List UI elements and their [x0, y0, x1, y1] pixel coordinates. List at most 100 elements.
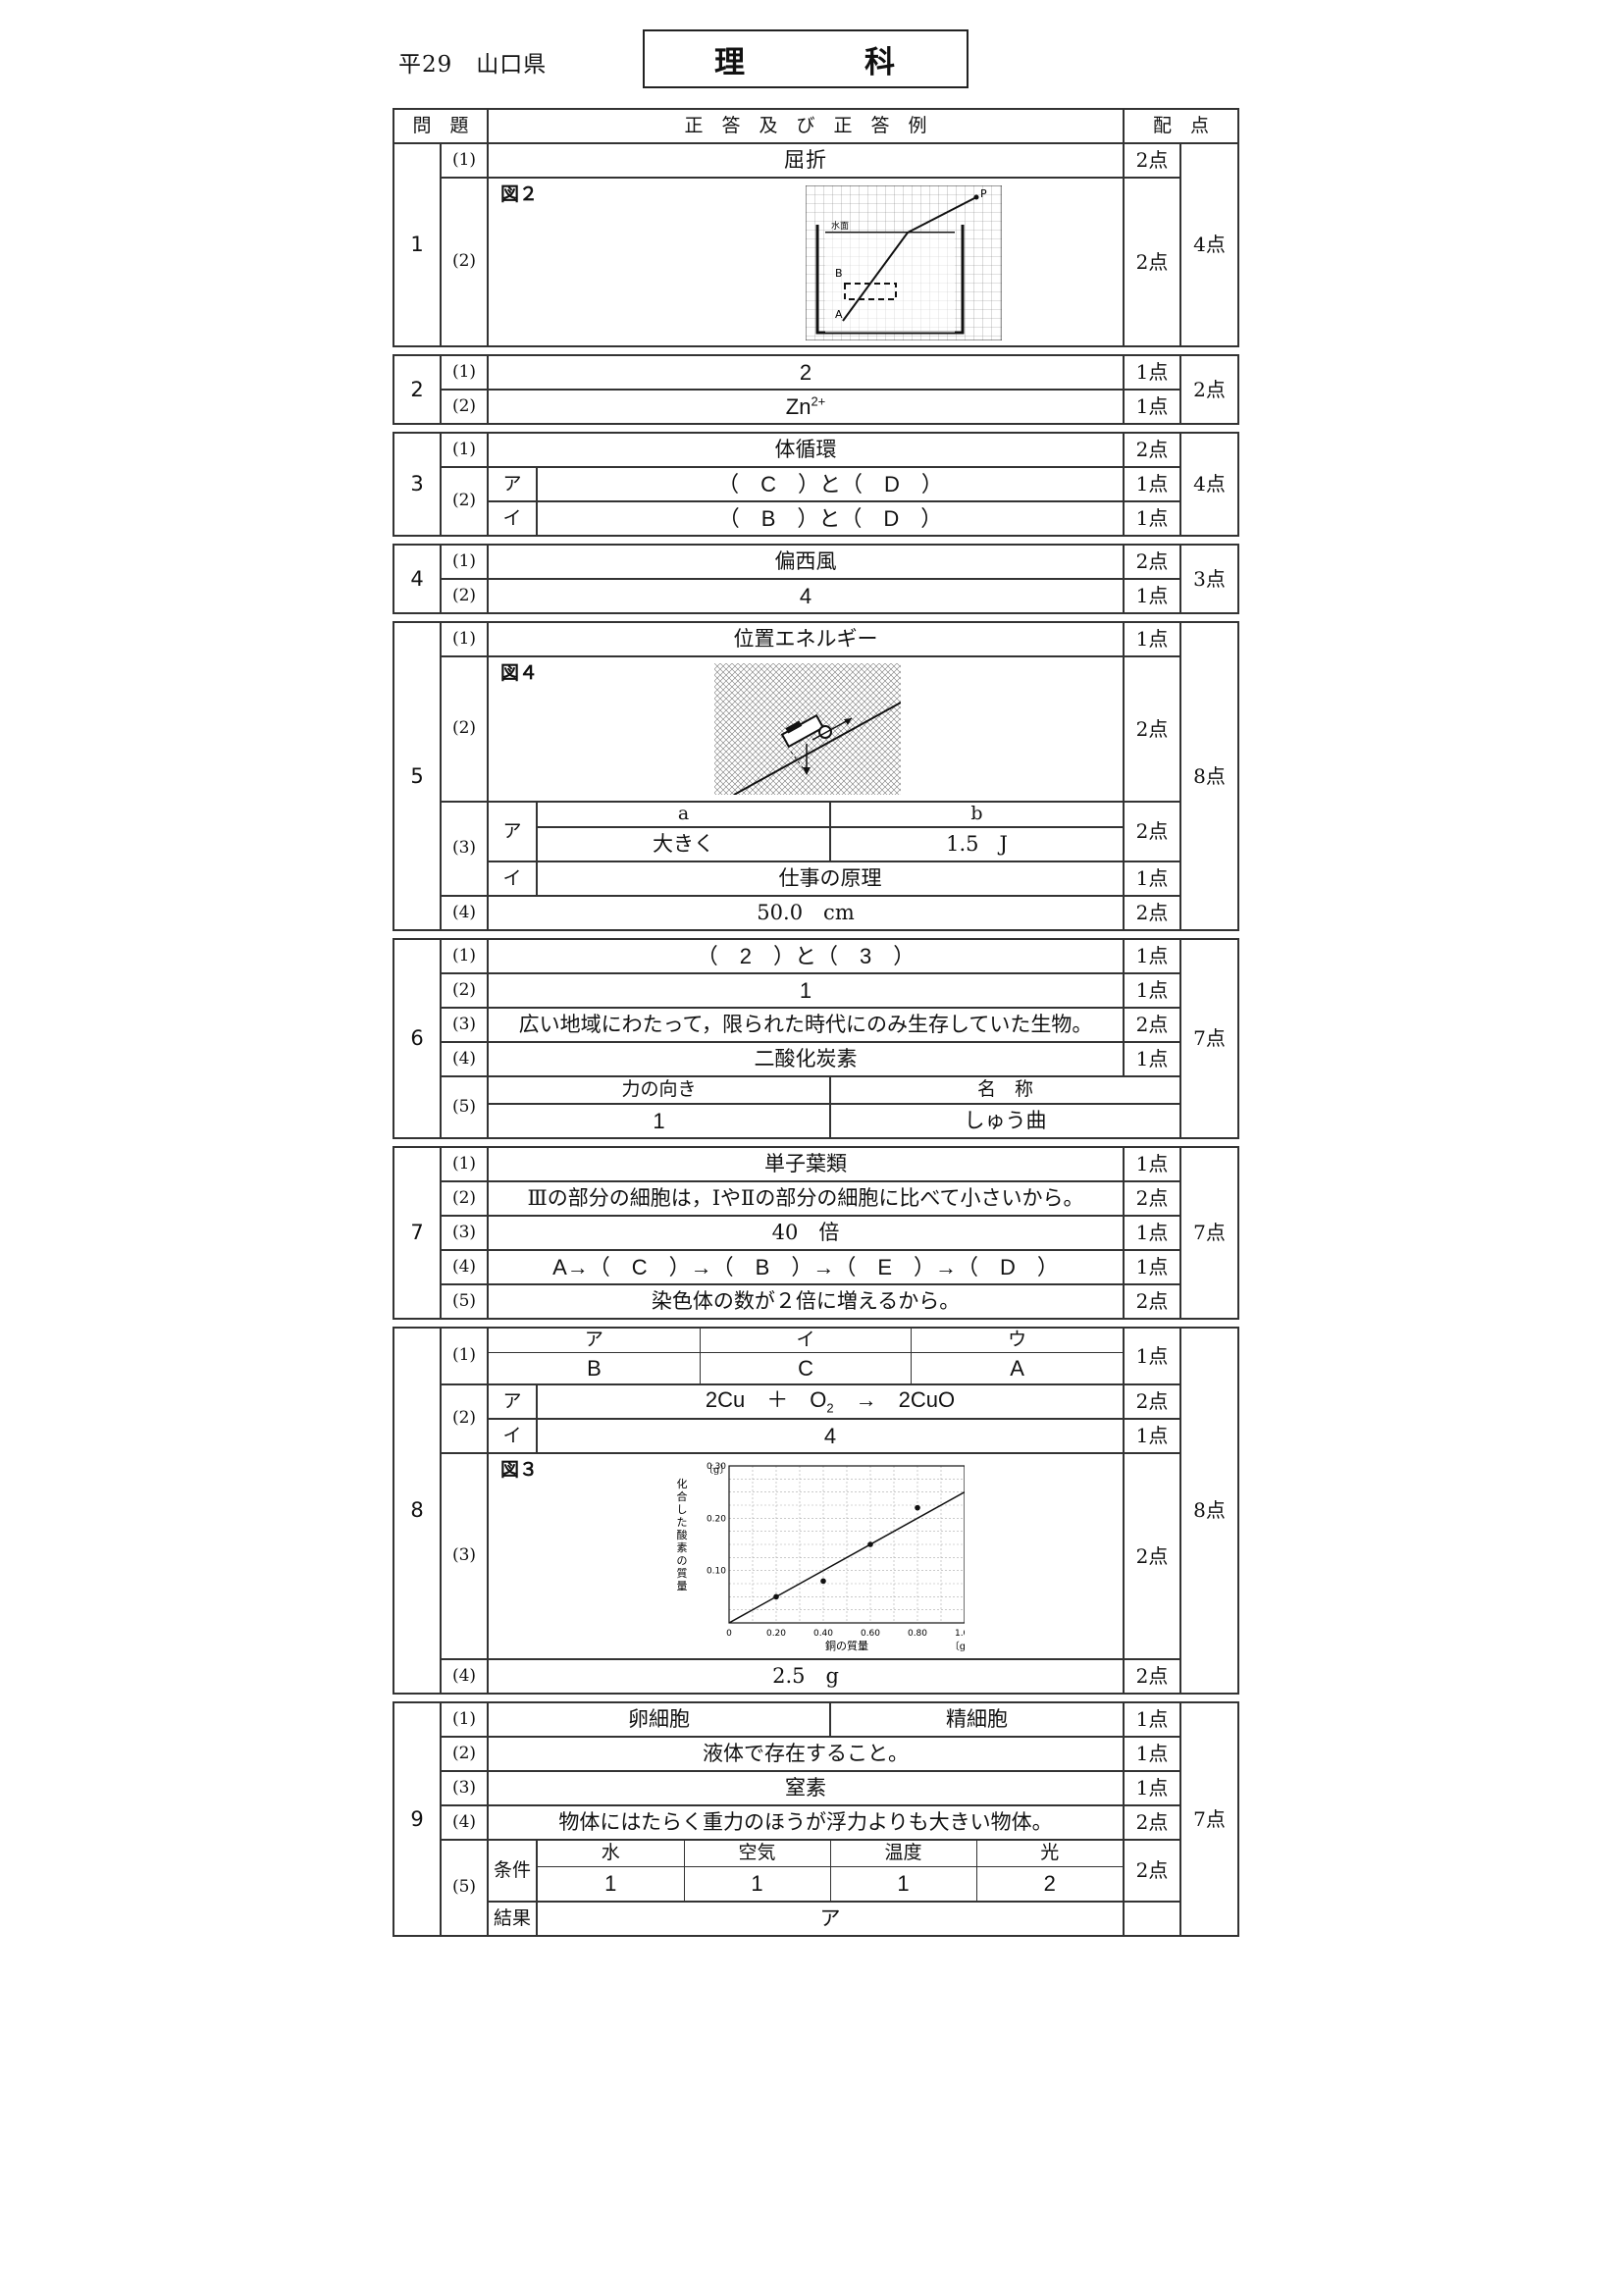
q7-row-2: (2) Ⅲの部分の細胞は，ⅠやⅡの部分の細胞に比べて小さいから。 2点	[393, 1180, 1238, 1217]
q8-total: 8点	[1179, 1327, 1240, 1695]
q6-points-3: 2点	[1123, 1007, 1182, 1043]
y-tick-label: 0.10	[707, 1567, 726, 1577]
q5-sub-4: (4)	[439, 895, 490, 931]
q8-sub-2a: ア	[487, 1383, 539, 1420]
q4-points-2: 1点	[1123, 578, 1182, 614]
q9-number: 9	[393, 1701, 442, 1937]
q1-row-2: (2) 図２ P 水面 B A 2点	[393, 177, 1238, 347]
q9-row-3: (3) 窒素 1点	[393, 1770, 1238, 1806]
q2-sub-2: (2)	[439, 389, 490, 425]
q9-sub-3: (3)	[439, 1770, 490, 1806]
y-axis-label-char: 質	[677, 1566, 688, 1580]
q9-answer-3: 窒素	[487, 1770, 1126, 1806]
q9-sub-5: (5)	[439, 1839, 490, 1937]
point-p	[973, 194, 979, 200]
q8-points-4: 2点	[1123, 1658, 1182, 1695]
q6-total: 7点	[1179, 938, 1240, 1139]
q8-answer-2i: 4	[536, 1418, 1126, 1454]
q8-equation: 2Cu ＋ O2 → 2CuO	[536, 1383, 1126, 1420]
q9-answer-2: 液体で存在すること。	[487, 1736, 1126, 1772]
q6-sub-1: (1)	[439, 938, 490, 974]
y-unit-label: 〔g〕	[704, 1464, 729, 1476]
q3-points-2a: 1点	[1123, 466, 1182, 502]
y-tick-label: 0.30	[707, 1462, 726, 1472]
x-tick-label: 0.40	[813, 1629, 833, 1639]
q8-points-1: 1点	[1123, 1327, 1182, 1385]
q7-sub-1: (1)	[439, 1146, 490, 1182]
q5-points-3a: 2点	[1123, 801, 1182, 862]
q4-sub-1: (1)	[439, 544, 490, 580]
q8-figure-label: 図３	[500, 1459, 539, 1481]
q8-row-2a: (2) ア 2Cu ＋ O2 → 2CuO 2点	[393, 1383, 1238, 1454]
q1-total: 4点	[1179, 142, 1240, 347]
gap-row	[393, 1318, 1239, 1329]
q9-row-1: 9 (1) 卵細胞 精細胞 1点 7点	[393, 1701, 1240, 1937]
q6-answer-1: （ 2 ）と（ 3 ）	[487, 938, 1126, 974]
q9-condition-label: 条件	[487, 1839, 539, 1903]
q9-sub-1: (1)	[439, 1701, 490, 1738]
y-axis-label-char: た	[677, 1516, 688, 1529]
q7-points-2: 2点	[1123, 1180, 1182, 1217]
q9-answer-4: 物体にはたらく重力のほうが浮力よりも大きい物体。	[487, 1804, 1126, 1841]
q9-head-water: 水	[539, 1842, 685, 1867]
q3-answer-2a: （ C ）と（ D ）	[536, 466, 1126, 502]
q9-row-2: (2) 液体で存在すること。 1点	[393, 1736, 1238, 1772]
q7-answer-4: A→（ C ）→（ B ）→（ E ）→（ D ）	[487, 1249, 1126, 1285]
q8-sub-2: (2)	[439, 1383, 490, 1454]
q5-row-3-head: (3) ア a b 2点	[393, 801, 1238, 897]
q9-row-4: (4) 物体にはたらく重力のほうが浮力よりも大きい物体。 2点	[393, 1804, 1238, 1841]
q1-answer-1: 屈折	[487, 142, 1126, 179]
subject-title-char-1: 理	[714, 44, 747, 80]
zinc-charge: 2+	[811, 393, 826, 409]
q5-value-a: 大きく	[536, 826, 832, 862]
q7-number: 7	[393, 1146, 442, 1320]
light-ray	[842, 196, 977, 322]
q9-condition-cell: 水 空気 温度 光 1 1 1 2	[536, 1839, 1126, 1903]
gap-row	[393, 345, 1239, 356]
q5-row-2: (2) 図４	[393, 655, 1238, 803]
incline-force-figure	[714, 663, 902, 795]
q4-answer-1: 偏西風	[487, 544, 1126, 580]
q7-row-4: (4) A→（ C ）→（ B ）→（ E ）→（ D ） 1点	[393, 1249, 1238, 1285]
q5-head-a: a	[536, 801, 832, 828]
refraction-figure: P 水面 B A	[806, 185, 1003, 340]
q2-row-1: 2 (1) 2 1点 2点	[393, 354, 1240, 425]
q3-points-2i: 1点	[1123, 500, 1182, 537]
y-axis-label-char: 合	[677, 1489, 688, 1503]
q7-answer-1: 単子葉類	[487, 1146, 1126, 1182]
q6-sub-4: (4)	[439, 1041, 490, 1077]
q6-value-force: 1	[487, 1103, 832, 1139]
plot-frame	[728, 1465, 966, 1624]
q6-row-1: 6 (1) （ 2 ）と（ 3 ） 1点 7点	[393, 938, 1240, 1139]
q6-row-5-head: (5) 力の向き 名 称 2点	[393, 1075, 1238, 1139]
q5-points-4: 2点	[1123, 895, 1182, 931]
q8-choice-table: ア イ ウ B C A	[490, 1330, 1123, 1383]
q1-points-2: 2点	[1123, 177, 1182, 347]
incline-line	[733, 702, 902, 795]
q7-points-4: 1点	[1123, 1249, 1182, 1285]
q7-sub-5: (5)	[439, 1283, 490, 1320]
q6-sub-2: (2)	[439, 972, 490, 1009]
q8-answer-1: ア イ ウ B C A	[487, 1327, 1126, 1385]
q5-number: 5	[393, 621, 442, 931]
q9-total: 7点	[1179, 1701, 1240, 1937]
q6-head-force: 力の向き	[487, 1075, 832, 1105]
q1-sub-2: (2)	[439, 177, 490, 347]
q7-sub-2: (2)	[439, 1180, 490, 1217]
q3-answer-2i: （ B ）と（ D ）	[536, 500, 1126, 537]
q9-value-water: 1	[539, 1866, 685, 1900]
label-p: P	[980, 187, 987, 200]
q2-answer-2: Zn2+	[487, 389, 1126, 425]
q5-figure-label: 図４	[500, 662, 539, 684]
q5-points-3i: 1点	[1123, 861, 1182, 897]
q9-head-light: 光	[975, 1842, 1123, 1867]
q5-row-3i: イ 仕事の原理 1点	[393, 861, 1238, 897]
q6-head-name: 名 称	[829, 1075, 1182, 1105]
q6-sub-5: (5)	[439, 1075, 490, 1139]
q5-points-2: 2点	[1123, 655, 1182, 803]
eq-left: 2Cu ＋ O	[705, 1386, 827, 1412]
q9-head-air: 空気	[683, 1842, 831, 1867]
q7-sub-3: (3)	[439, 1215, 490, 1251]
answer-table: 問 題 正 答 及 び 正 答 例 配 点 1 (1) 屈折 2点 4点 (2)…	[392, 108, 1240, 1937]
gap-row	[393, 423, 1239, 434]
